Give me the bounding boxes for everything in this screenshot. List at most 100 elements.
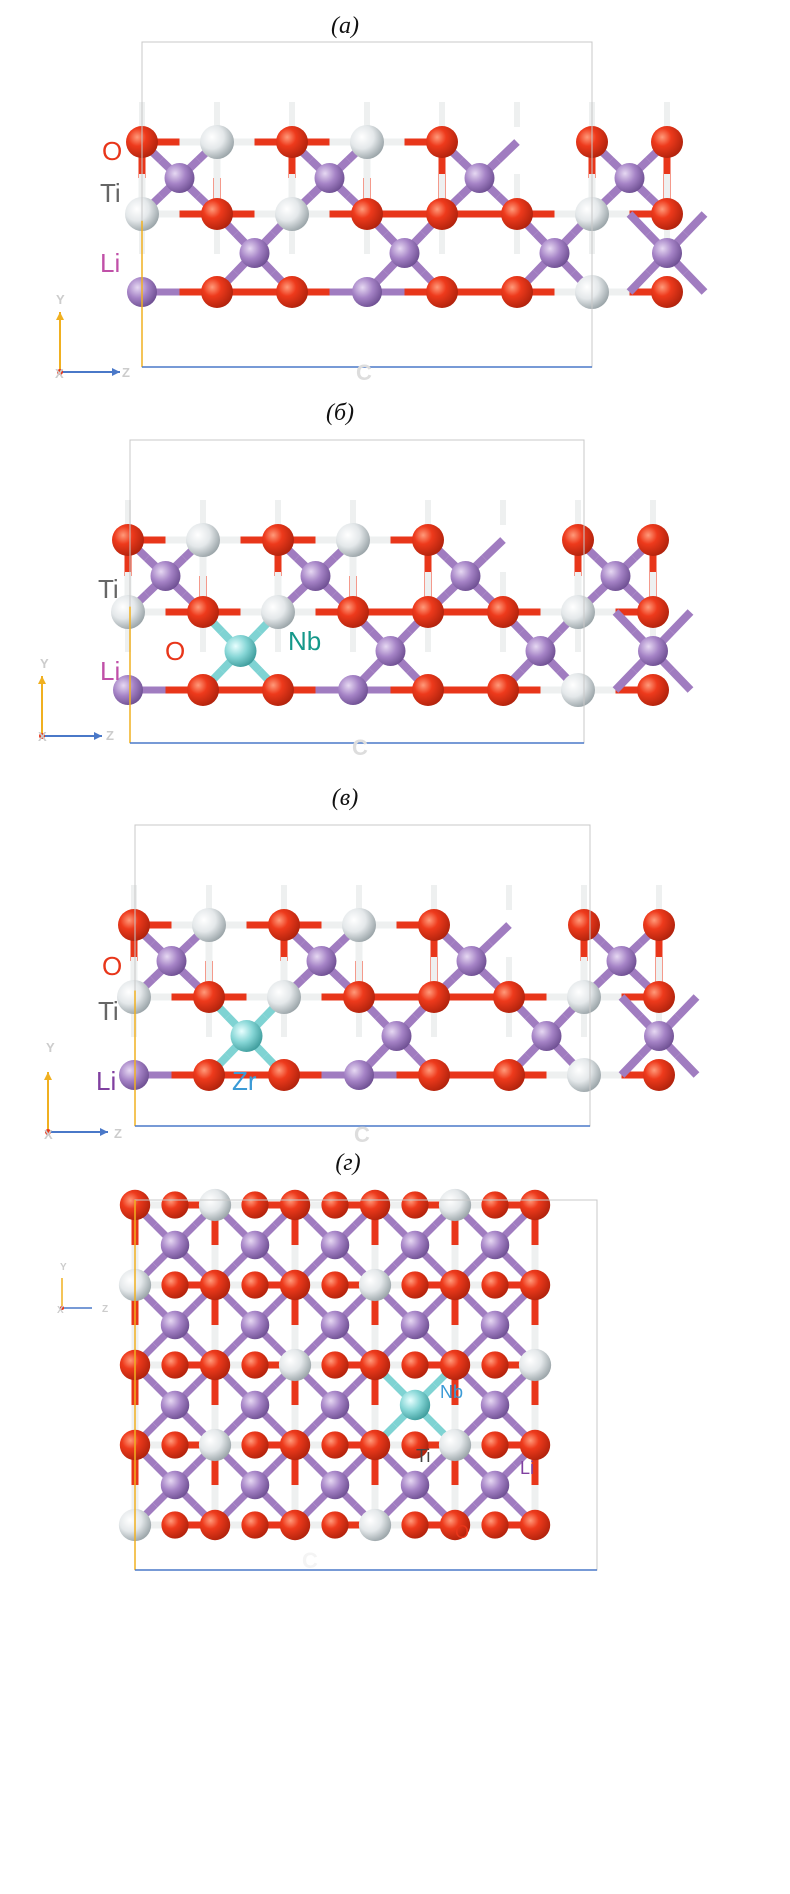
o-atom — [401, 1271, 429, 1299]
x-axis-dot — [39, 733, 45, 739]
ti-atom — [198, 1188, 232, 1222]
o-atom — [321, 1431, 349, 1459]
z-arrowhead — [100, 1128, 108, 1136]
ti-atom — [198, 1428, 232, 1462]
ti-atom — [267, 980, 301, 1014]
bond — [481, 537, 506, 561]
li-atom — [240, 1310, 270, 1340]
o-atom — [562, 524, 594, 556]
label-nb-b: Nb — [288, 626, 321, 656]
structure-c — [44, 824, 700, 1136]
panel-b-label: (б) — [326, 400, 354, 426]
o-atom — [418, 1059, 450, 1091]
axis-x-label: X — [38, 729, 47, 744]
ti-atom — [278, 1348, 312, 1382]
li-atom — [652, 238, 682, 268]
o-atom — [161, 1511, 189, 1539]
o-atom — [262, 674, 294, 706]
o-atom — [359, 1189, 391, 1221]
axis-y-label: Y — [46, 1040, 55, 1055]
ti-atom — [350, 125, 384, 159]
o-atom — [401, 1511, 429, 1539]
li-atom — [480, 1470, 510, 1500]
o-atom — [426, 126, 458, 158]
o-atom — [276, 126, 308, 158]
o-atom — [337, 596, 369, 628]
y-arrowhead — [38, 676, 46, 684]
label-ti-d: Ti — [416, 1446, 430, 1466]
x-axis-dot — [57, 369, 63, 375]
bond — [612, 609, 638, 635]
o-atom — [418, 981, 450, 1013]
panel-c-label: (в) — [332, 785, 358, 811]
o-atom — [637, 524, 669, 556]
o-atom — [161, 1351, 189, 1379]
o-atom — [519, 1509, 551, 1541]
li-atom — [160, 1470, 190, 1500]
o-atom — [401, 1191, 429, 1219]
li-atom — [240, 1230, 270, 1260]
axis-z-label: Z — [106, 728, 114, 743]
li-atom — [160, 1230, 190, 1260]
o-atom — [651, 198, 683, 230]
y-arrowhead — [44, 1072, 52, 1080]
o-atom — [321, 1271, 349, 1299]
o-atom — [487, 596, 519, 628]
panel-a-label: (а) — [331, 13, 359, 39]
li-atom — [381, 1021, 412, 1051]
li-atom — [320, 1230, 350, 1260]
o-atom — [359, 1429, 391, 1461]
o-atom — [351, 198, 383, 230]
o-atom — [161, 1431, 189, 1459]
li-atom — [320, 1390, 350, 1420]
bond — [674, 1052, 700, 1078]
o-atom — [161, 1271, 189, 1299]
o-atom — [643, 981, 675, 1013]
li-atom — [400, 1230, 430, 1260]
bond — [618, 1052, 644, 1078]
ti-atom — [561, 673, 595, 707]
li-atom — [338, 675, 368, 705]
li-atom — [600, 561, 631, 591]
axis-y-label: Y — [56, 292, 65, 307]
o-atom — [201, 276, 233, 308]
ti-atom — [186, 523, 220, 557]
ti-atom — [518, 1348, 552, 1382]
li-atom — [644, 1021, 674, 1051]
li-atom — [113, 675, 143, 705]
label-li-b: Li — [100, 656, 120, 686]
dopant-atom — [224, 635, 257, 667]
o-atom — [412, 674, 444, 706]
o-atom — [241, 1351, 269, 1379]
li-atom — [638, 636, 668, 666]
z-arrowhead — [94, 732, 102, 740]
li-atom — [344, 1060, 374, 1090]
o-atom — [637, 674, 669, 706]
o-atom — [643, 909, 675, 941]
li-atom — [239, 238, 270, 268]
o-atom — [401, 1431, 429, 1459]
o-atom — [481, 1191, 509, 1219]
o-atom — [481, 1351, 509, 1379]
o-atom — [651, 276, 683, 308]
ti-atom — [336, 523, 370, 557]
axis-z-label: Z — [114, 1126, 122, 1141]
structure-d — [60, 1188, 598, 1571]
bond — [618, 994, 644, 1020]
o-atom — [439, 1349, 471, 1381]
o-atom — [276, 276, 308, 308]
dopant-atom — [230, 1020, 263, 1052]
bond — [682, 269, 708, 295]
o-atom — [268, 1059, 300, 1091]
o-atom — [401, 1351, 429, 1379]
bond — [682, 211, 708, 237]
o-atom — [193, 981, 225, 1013]
o-atom — [643, 1059, 675, 1091]
o-atom — [321, 1511, 349, 1539]
o-atom — [199, 1349, 231, 1381]
label-o-a: O — [102, 136, 122, 166]
o-atom — [439, 1509, 471, 1541]
li-atom — [539, 238, 570, 268]
li-atom — [119, 1060, 149, 1090]
o-atom — [418, 909, 450, 941]
